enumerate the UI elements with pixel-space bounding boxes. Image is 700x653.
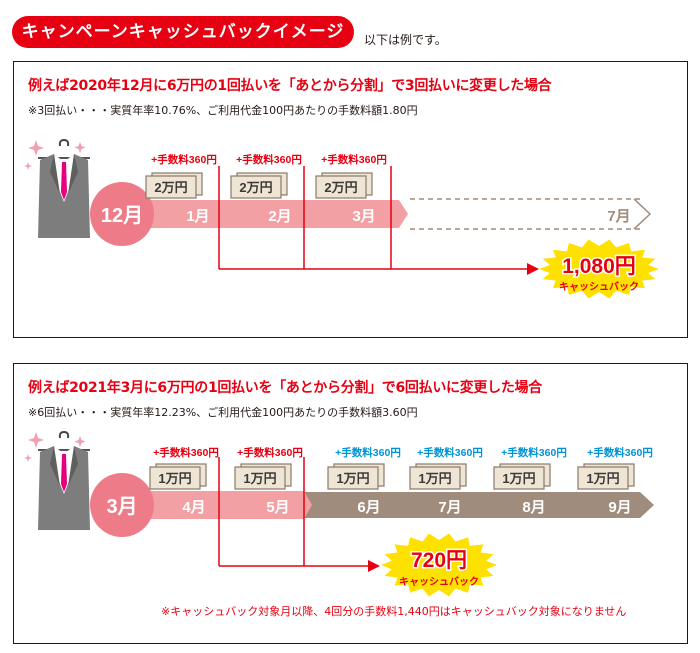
month-label: 8月 (522, 499, 545, 516)
cashback-label: キャッシュバック (559, 281, 639, 293)
payment-timeline-band (104, 491, 312, 519)
post-cashback-band (294, 492, 654, 518)
example-2-title: 例えば2021年3月に6万円の1回払いを「あとから分割」で6回払いに変更した場合 (28, 380, 542, 396)
example-1-subtitle: ※3回払い・・・実質年率10.76%、ご利用代金100円あたりの手数料額1.80… (28, 104, 418, 117)
cash-amount: 2万円 (324, 180, 357, 195)
cashback-label: キャッシュバック (399, 576, 479, 588)
campaign-title-badge: キャンペーンキャッシュバックイメージ (12, 16, 354, 48)
cash-note-icon (145, 172, 373, 199)
cash-amount: 1万円 (336, 471, 369, 486)
fee-label: +手数料360円 (587, 446, 653, 459)
cashback-amount: 720円 (411, 549, 467, 572)
sparkle-icon (24, 140, 86, 170)
cash-amount: 1万円 (586, 471, 619, 486)
cash-amount: 2万円 (154, 180, 187, 195)
arrow-right-icon (527, 263, 539, 275)
fee-label: +手数料360円 (237, 446, 303, 459)
cash-amount: 1万円 (418, 471, 451, 486)
end-month-label: 7月 (607, 208, 630, 225)
cash-amount: 1万円 (243, 471, 276, 486)
cash-amount: 1万円 (502, 471, 535, 486)
fee-label: +手数料360円 (321, 153, 387, 166)
suit-icon (38, 430, 90, 530)
example-1-diagram: 12月 +手数料360円 +手数料360円 +手数料360円 2万円 2万円 2… (24, 138, 659, 299)
cashback-bracket (218, 457, 370, 567)
start-month-label: 12月 (101, 205, 143, 227)
example-note: 以下は例です。 (364, 33, 447, 47)
suit-icon (38, 138, 90, 238)
sparkle-icon (24, 432, 86, 462)
fee-label: +手数料360円 (335, 446, 401, 459)
cash-amount: 2万円 (239, 180, 272, 195)
month-label: 9月 (608, 499, 631, 516)
payment-timeline-band (104, 200, 408, 228)
cashback-bracket (218, 166, 529, 270)
month-label: 3月 (352, 208, 375, 225)
start-month-circle (90, 473, 154, 537)
fee-label: +手数料360円 (236, 153, 302, 166)
month-label: 5月 (266, 499, 289, 516)
cashback-starburst (381, 533, 497, 597)
example-panel-2: 例えば2021年3月に6万円の1回払いを「あとから分割」で6回払いに変更した場合… (13, 363, 688, 644)
start-month-label: 3月 (106, 496, 137, 518)
cashback-footnote: ※キャッシュバック対象月以降、4回分の手数料1,440円はキャッシュバック対象に… (161, 605, 627, 618)
month-label: 2月 (268, 208, 291, 225)
cashback-amount: 1,080円 (562, 255, 636, 278)
month-label: 4月 (182, 499, 205, 516)
cash-amount: 1万円 (158, 471, 191, 486)
start-month-circle (90, 182, 154, 246)
month-label: 1月 (186, 208, 209, 225)
arrow-right-icon (368, 560, 380, 572)
cash-note-icon (149, 463, 635, 490)
fee-label: +手数料360円 (417, 446, 483, 459)
future-month-band (410, 198, 652, 230)
cashback-starburst (539, 239, 659, 299)
example-panel-1: 例えば2020年12月に6万円の1回払いを「あとから分割」で3回払いに変更した場… (13, 61, 688, 338)
month-label: 6月 (357, 499, 380, 516)
fee-label: +手数料360円 (151, 153, 217, 166)
example-1-title: 例えば2020年12月に6万円の1回払いを「あとから分割」で3回払いに変更した場… (28, 78, 552, 94)
fee-label: +手数料360円 (501, 446, 567, 459)
example-2-diagram: 3月 +手数料360円 +手数料360円 +手数料360円 +手数料360円 +… (24, 430, 654, 597)
example-2-subtitle: ※6回払い・・・実質年率12.23%、ご利用代金100円あたりの手数料額3.60… (28, 406, 418, 419)
month-label: 7月 (438, 499, 461, 516)
fee-label: +手数料360円 (153, 446, 219, 459)
